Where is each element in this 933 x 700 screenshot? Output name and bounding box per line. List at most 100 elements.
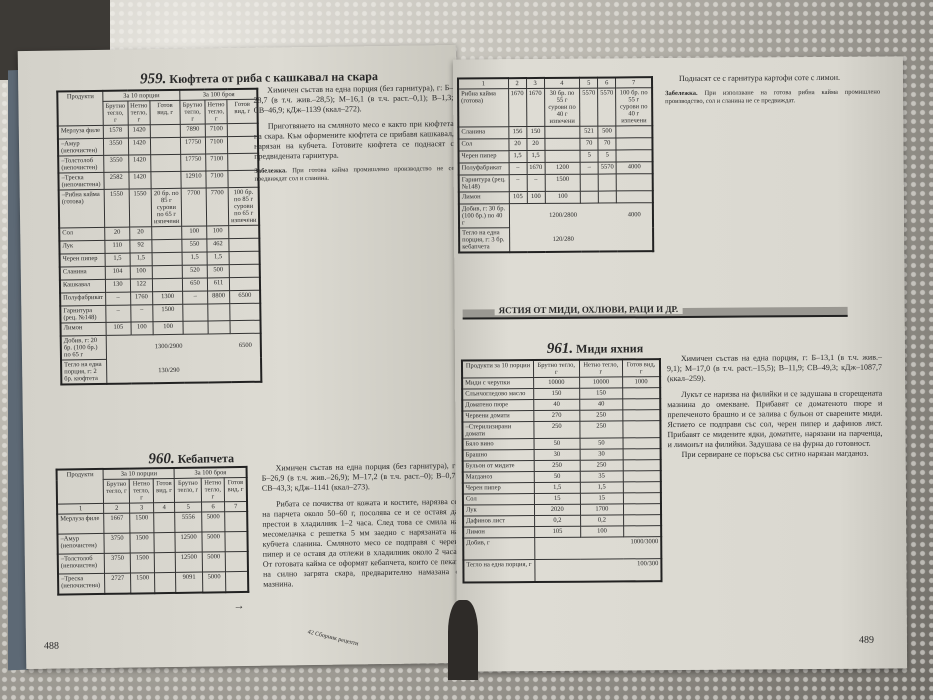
column-header: Продукти за 10 порции [461,360,534,379]
product-name: Лимон [60,322,107,337]
recipe-name: Кебапчета [177,451,235,466]
ingredients-table: 1 2 3 4 5 6 7 Рибна кайма (готова) 1670 1670 30 бр… [456,76,655,254]
product-name: Миди с черупки [462,377,534,390]
quantity-cell: 1670 [526,88,545,127]
column-number: 1 [458,78,509,90]
product-name: –Амур (непочистен) [57,138,104,157]
quantity-cell: 20 бр. по 85 г сурови по 65 г изпечени [150,188,182,227]
quantity-cell: 105 [105,322,131,336]
total-value [617,227,654,252]
quantity-cell: 1420 [128,171,151,190]
recipe-name: Кюфтета от риба с кашкавал на скара [169,69,379,86]
quantity-cell: 2727 [104,573,132,594]
quantity-cell: 100 [544,191,581,204]
quantity-cell: 9091 [175,572,203,593]
preparation-text: Приготвянето на смляното месо е както пр… [253,119,455,161]
product-name: Мерлуза филе [57,513,104,535]
total-row: Добив, г: 20 бр. (100 бр.) по 65 г 1300/2… [60,333,262,361]
header-row: Продукти за 10 порции Брутно тегло, г Нетн… [461,359,661,379]
quantity-cell: 156 [508,126,527,139]
recipe-960-text: Химичен състав на една порция (без гарни… [261,461,459,596]
quantity-cell [151,252,183,266]
quantity-cell [598,190,617,204]
quantity-cell: 1550 [104,189,130,228]
product-name: Сол [59,227,105,242]
quantity-cell [623,481,661,493]
quantity-cell: 17750 [180,153,206,172]
ingredients-table: Продукти За 10 порции За 100 броя Брутно те… [55,465,250,596]
quantity-cell [229,277,261,291]
quantity-cell: 17750 [180,136,206,155]
quantity-cell: 100 [152,321,184,335]
column-header: Брутно тегло, г [174,478,202,503]
quantity-cell: 270 [533,410,580,422]
quantity-cell [622,420,661,438]
quantity-cell [154,572,177,593]
column-header: Готов вид, г [224,477,248,502]
quantity-cell: 5556 [175,512,202,533]
quantity-cell: 150 [526,126,545,139]
quantity-cell: 100 [129,265,153,280]
left-page: 959. Кюфтета от риба с кашкавал на скара… [17,44,465,670]
quantity-cell: 100 [526,191,545,204]
product-name: –Стерилизирани домати [462,421,534,440]
recipe-number: 959. [140,71,167,88]
column-number: 4 [544,77,580,89]
column-header: Нетно тегло, г [200,477,225,503]
quantity-cell [207,320,231,334]
product-name: Сол [458,138,509,152]
column-header: Нетно тегло, г [129,478,154,504]
quantity-cell: 5570 [598,161,617,175]
quantity-cell [616,190,653,203]
quantity-cell: 3750 [103,533,131,554]
quantity-cell [150,137,181,155]
quantity-cell [151,239,183,253]
total-label: Тегло на една порция, г: 2 бр. кюфтета [61,359,107,385]
quantity-cell [228,225,260,239]
quantity-cell: 104 [105,266,131,280]
quantity-cell: 1,5 [129,252,153,267]
quantity-cell: 1300 [152,291,183,305]
column-header: Нетно тегло, г [127,100,151,126]
column-number: 2 [508,78,527,89]
quantity-cell: 1500 [544,174,581,192]
quantity-cell: 20 [129,226,152,241]
quantity-cell: 5000 [201,531,226,553]
quantity-cell: – [508,162,527,175]
product-name: Гарнитура (рец. №148) [60,305,106,324]
product-name: Лук [462,504,535,517]
quantity-cell: 30 [533,449,580,461]
quantity-cell [623,514,662,526]
total-value: 130/290 [158,366,180,374]
table-row: –Треска (непочистена) 2727 1500 9091 5000 [58,571,249,595]
quantity-cell: 1550 [128,188,152,228]
quantity-cell [623,459,661,471]
total-label: Добив, г: 30 бр. (100 бр.) по 40 г [458,203,510,229]
product-name: Черен пипер [458,150,509,164]
product-name: –Толстолоб (непочистен) [57,553,105,575]
quantity-cell [229,251,261,265]
column-header: Брутно тегло, г [180,99,206,125]
section-title: ЯСТИЯ ОТ МИДИ, ОХЛЮВИ, РАЦИ И ДР. [494,303,683,316]
quantity-cell: 40 [533,399,580,411]
note-label: Забележка. [665,89,698,98]
quantity-cell: – [130,304,153,323]
column-number: 6 [597,77,616,89]
quantity-cell [623,448,661,460]
total-label: Добив, г: 20 бр. (100 бр.) по 65 г [60,335,107,361]
quantity-cell: 5 [598,149,617,163]
quantity-cell: 3550 [103,138,129,156]
recipe-number: 961. [546,340,574,357]
note: Забележка. При готова кайма промишлено п… [254,165,454,184]
total-row: Добив, г 1000/3000 [463,536,662,561]
product-name: Полуфабрикат [60,292,106,307]
quantity-cell: 1,5 [182,251,208,266]
quantity-cell: 1500 [130,572,155,594]
column-number: 5 [579,77,598,89]
column-number: 7 [615,77,653,88]
quantity-cell: 150 [579,387,623,400]
total-row: Тегло на една порция, г 100/300 [463,558,662,583]
table-row: Рибна кайма (готова) 1670 1670 30 бр. по 55… [458,87,653,128]
quantity-cell: 50 [534,471,581,483]
quantity-cell: 250 [579,409,623,422]
